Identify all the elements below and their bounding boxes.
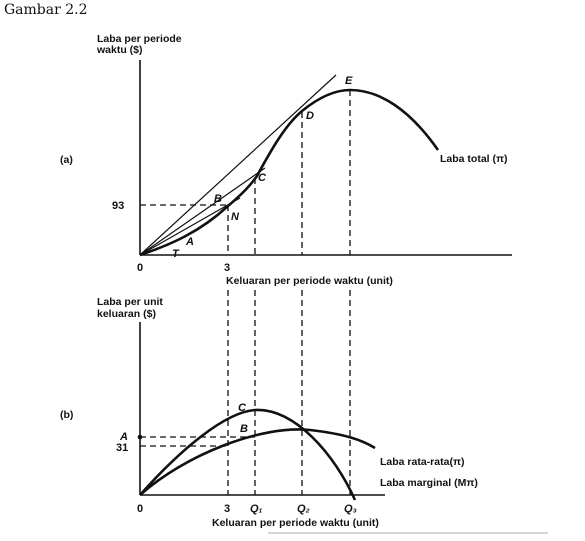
- marginal-profit-label: Laba marginal (Mπ): [380, 477, 478, 489]
- panel-a-marker: (a): [60, 154, 73, 166]
- panel-b-tick-q2: Q₂: [297, 503, 310, 515]
- panel-a-y-label-line1: Laba per periode: [97, 33, 182, 45]
- panel-a-ray-b: [139, 197, 241, 256]
- marginal-profit-curve: [139, 408, 357, 501]
- figure-caption: Gambar 2.2: [4, 2, 88, 18]
- panel-a-tick-93: 93: [112, 200, 124, 212]
- panel-b-tick-q3: Q₃: [344, 503, 357, 515]
- panel-a-tick-3: 3: [224, 262, 230, 274]
- panel-b-marker: (b): [60, 409, 73, 421]
- panel-b-x-label: Keluaran per periode waktu (unit): [212, 517, 379, 529]
- panel-b-tick-q1: Q₁: [250, 503, 263, 515]
- point-c-label: C: [258, 172, 267, 184]
- point-t-label: T: [172, 248, 180, 260]
- average-profit-curve: [139, 428, 376, 496]
- total-profit-label: Laba total (π): [440, 153, 508, 165]
- panel-a: Laba per periode waktu ($) (a) T A N B C…: [60, 33, 512, 287]
- average-profit-label: Laba rata-rata(π): [380, 456, 464, 468]
- panel-b: Laba per unit keluaran ($) (b) C B Laba …: [60, 296, 478, 529]
- panel-a-y-label-line2: waktu ($): [96, 44, 143, 56]
- panel-b-point-c-label: C: [238, 402, 247, 414]
- panel-a-ray-c: [139, 167, 266, 256]
- panel-b-a-marker-dot: [137, 434, 143, 440]
- point-d-label: D: [306, 110, 314, 122]
- panel-b-tick-3: 3: [224, 503, 230, 515]
- panel-b-point-b-label: B: [240, 423, 248, 435]
- point-e-label: E: [345, 75, 353, 87]
- panel-b-y-label-line2: keluaran ($): [97, 308, 156, 320]
- panel-a-x-label: Keluaran per periode waktu (unit): [226, 275, 393, 287]
- panel-b-y-label-line1: Laba per unit: [97, 296, 163, 308]
- point-a-label: A: [185, 236, 194, 248]
- point-b-label: B: [214, 193, 222, 205]
- point-n-label: N: [231, 211, 240, 223]
- panel-a-tick-0: 0: [137, 262, 143, 274]
- total-profit-curve: [139, 88, 440, 257]
- panel-b-tick-a: A: [119, 431, 128, 443]
- panel-b-tick-0: 0: [137, 503, 143, 515]
- panel-b-tick-31: 31: [116, 442, 128, 454]
- panel-a-tangent-ray: [139, 74, 337, 256]
